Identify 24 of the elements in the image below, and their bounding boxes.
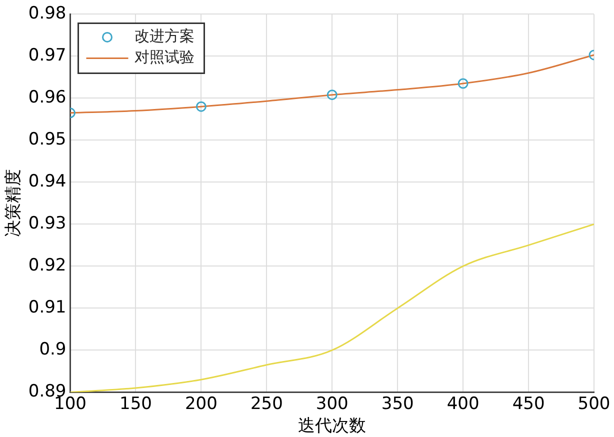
x-tick-label: 500 <box>578 394 610 414</box>
legend-label: 对照试验 <box>134 48 194 66</box>
x-axis-title: 迭代次数 <box>298 416 366 436</box>
y-tick-label: 0.97 <box>28 46 66 66</box>
x-tick-label: 350 <box>381 394 414 414</box>
y-tick-label: 0.95 <box>28 130 66 150</box>
x-tick-label: 300 <box>316 394 348 414</box>
y-tick-label: 0.92 <box>28 256 66 276</box>
y-tick-label: 0.94 <box>28 172 66 192</box>
y-tick-label: 0.9 <box>39 340 66 360</box>
point <box>196 101 206 112</box>
x-tick-label: 150 <box>119 394 152 414</box>
y-tick-label: 0.93 <box>28 214 66 234</box>
y-tick-label: 0.96 <box>28 88 66 108</box>
point <box>326 90 338 100</box>
y-tick-label: 0.91 <box>28 298 66 318</box>
x-tick-label: 450 <box>512 394 545 414</box>
y-tick-label: 0.98 <box>28 4 66 24</box>
point <box>458 78 468 89</box>
x-tick-label: 400 <box>446 394 480 414</box>
legend-label: 改进方案 <box>134 27 194 46</box>
y-axis-title: 决策精度 <box>4 169 24 238</box>
x-tick-label: 200 <box>184 394 218 414</box>
x-tick-label: 250 <box>250 394 283 414</box>
